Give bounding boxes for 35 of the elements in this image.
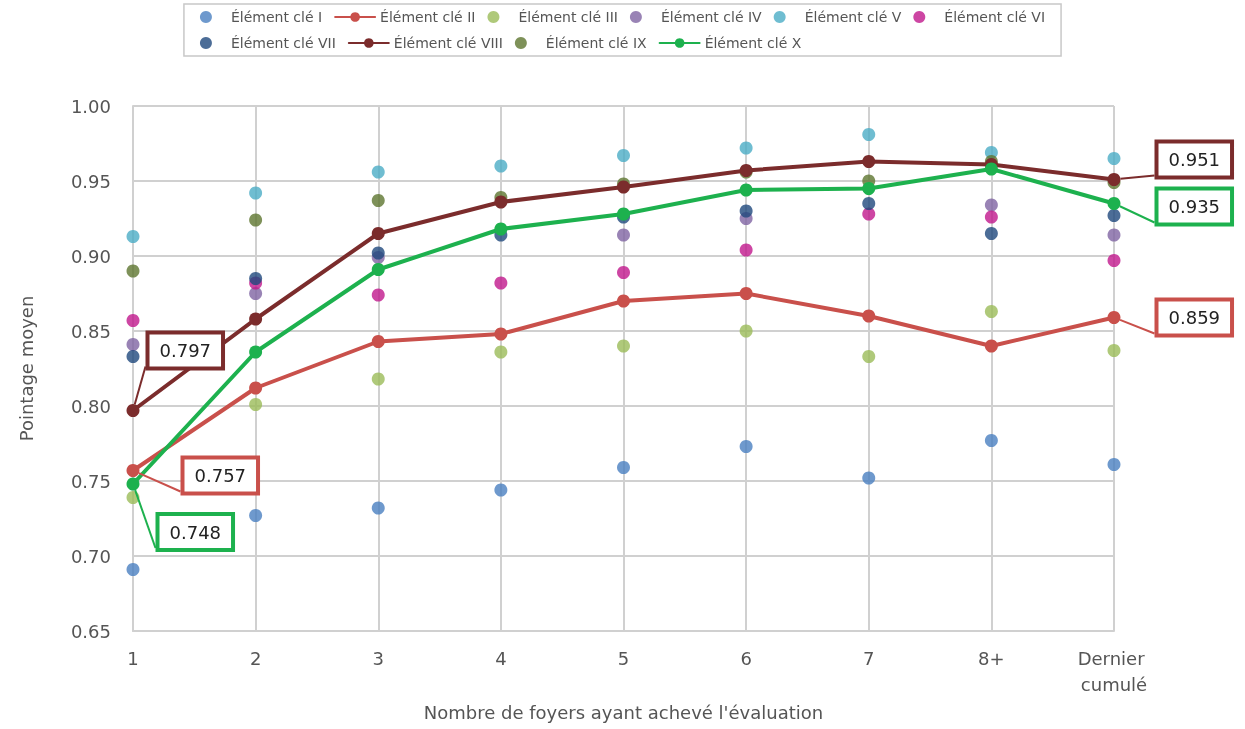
y-tick-label: 0.90 — [70, 245, 111, 267]
legend-label: Élément clé II — [380, 9, 476, 25]
y-tick-label: 1.00 — [70, 95, 111, 117]
y-tick-label: 0.95 — [70, 170, 111, 192]
y-tick-label: 0.70 — [70, 545, 111, 567]
legend-label: Élément clé III — [518, 9, 618, 25]
y-tick-label: 0.65 — [70, 620, 111, 642]
data-label: 0.951 — [1168, 149, 1221, 170]
y-tick-label: 0.85 — [70, 320, 111, 342]
legend-label: Élément clé VI — [944, 9, 1046, 25]
x-tick-label: 6 — [740, 647, 752, 669]
data-label: 0.859 — [1168, 307, 1221, 328]
x-tick-label: 4 — [495, 647, 507, 669]
legend-label: Élément clé IV — [660, 9, 763, 25]
legend-label: Élément clé VII — [230, 35, 336, 51]
legend-label: Élément clé IX — [545, 35, 648, 51]
y-axis-title: Pointage moyen — [15, 295, 37, 442]
data-label: 0.797 — [159, 340, 212, 361]
y-tick-label: 0.75 — [70, 470, 111, 492]
legend-label: Élément clé X — [704, 35, 802, 51]
x-tick-label: 2 — [249, 647, 262, 669]
legend-label: Élément clé V — [804, 9, 902, 25]
x-tick-label: Dernier cumulé — [1077, 647, 1151, 695]
data-label: 0.757 — [194, 465, 247, 486]
legend-label: Élément clé VIII — [393, 35, 503, 51]
legend-label: Élément clé I — [230, 9, 323, 25]
x-tick-label: 8+ — [978, 647, 1005, 669]
x-tick-label: 1 — [127, 647, 139, 669]
y-tick-label: 0.80 — [70, 395, 111, 417]
data-label: 0.935 — [1168, 196, 1221, 217]
x-tick-label: 7 — [863, 647, 875, 669]
data-label: 0.748 — [169, 521, 222, 543]
x-tick-label: 3 — [372, 647, 384, 669]
x-axis-title: Nombre de foyers ayant achevé l'évaluation — [423, 701, 824, 723]
x-tick-label: 5 — [617, 647, 630, 669]
